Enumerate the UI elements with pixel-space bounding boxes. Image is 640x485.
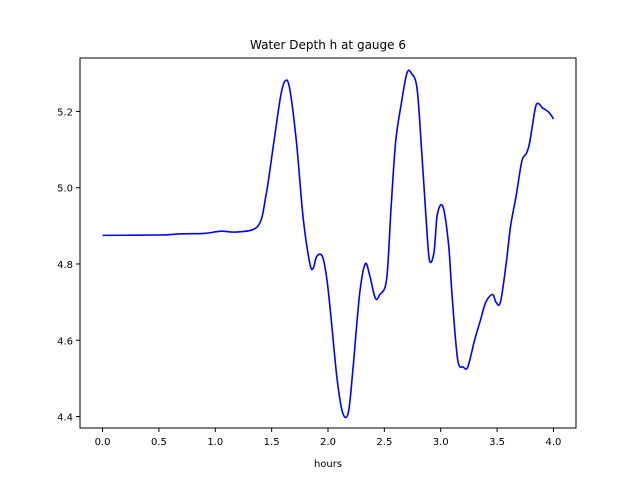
series-layer (102, 69, 555, 419)
y-tick-label: 4.8 (57, 260, 73, 271)
x-tick-label: 0.5 (151, 437, 167, 448)
chart-title: Water Depth h at gauge 6 (250, 38, 406, 52)
y-tick-label: 5.0 (57, 184, 73, 195)
plot-area: 0.0 0.5 1.0 1.5 2.0 2.5 3.0 3.5 4.0 4.4 4.6 4.8 5.0… (57, 57, 577, 448)
y-tick-label: 4.6 (57, 336, 73, 347)
x-axis-label: hours (314, 459, 342, 470)
x-tick-label: 3.5 (489, 437, 505, 448)
x-tick-label: 1.0 (207, 437, 223, 448)
x-tick-label: 4.0 (546, 437, 562, 448)
series-line (102, 69, 555, 419)
y-tick-label: 5.2 (57, 107, 73, 118)
y-tick-label: 4.4 (57, 413, 73, 424)
x-tick-label: 2.0 (320, 437, 336, 448)
y-axis: 4.4 4.6 4.8 5.0 5.2 (57, 107, 80, 424)
x-tick-label: 0.0 (95, 437, 111, 448)
x-tick-label: 3.0 (433, 437, 449, 448)
x-axis: 0.0 0.5 1.0 1.5 2.0 2.5 3.0 3.5 4.0 (95, 428, 562, 448)
x-tick-label: 2.5 (376, 437, 392, 448)
x-tick-label: 1.5 (264, 437, 280, 448)
